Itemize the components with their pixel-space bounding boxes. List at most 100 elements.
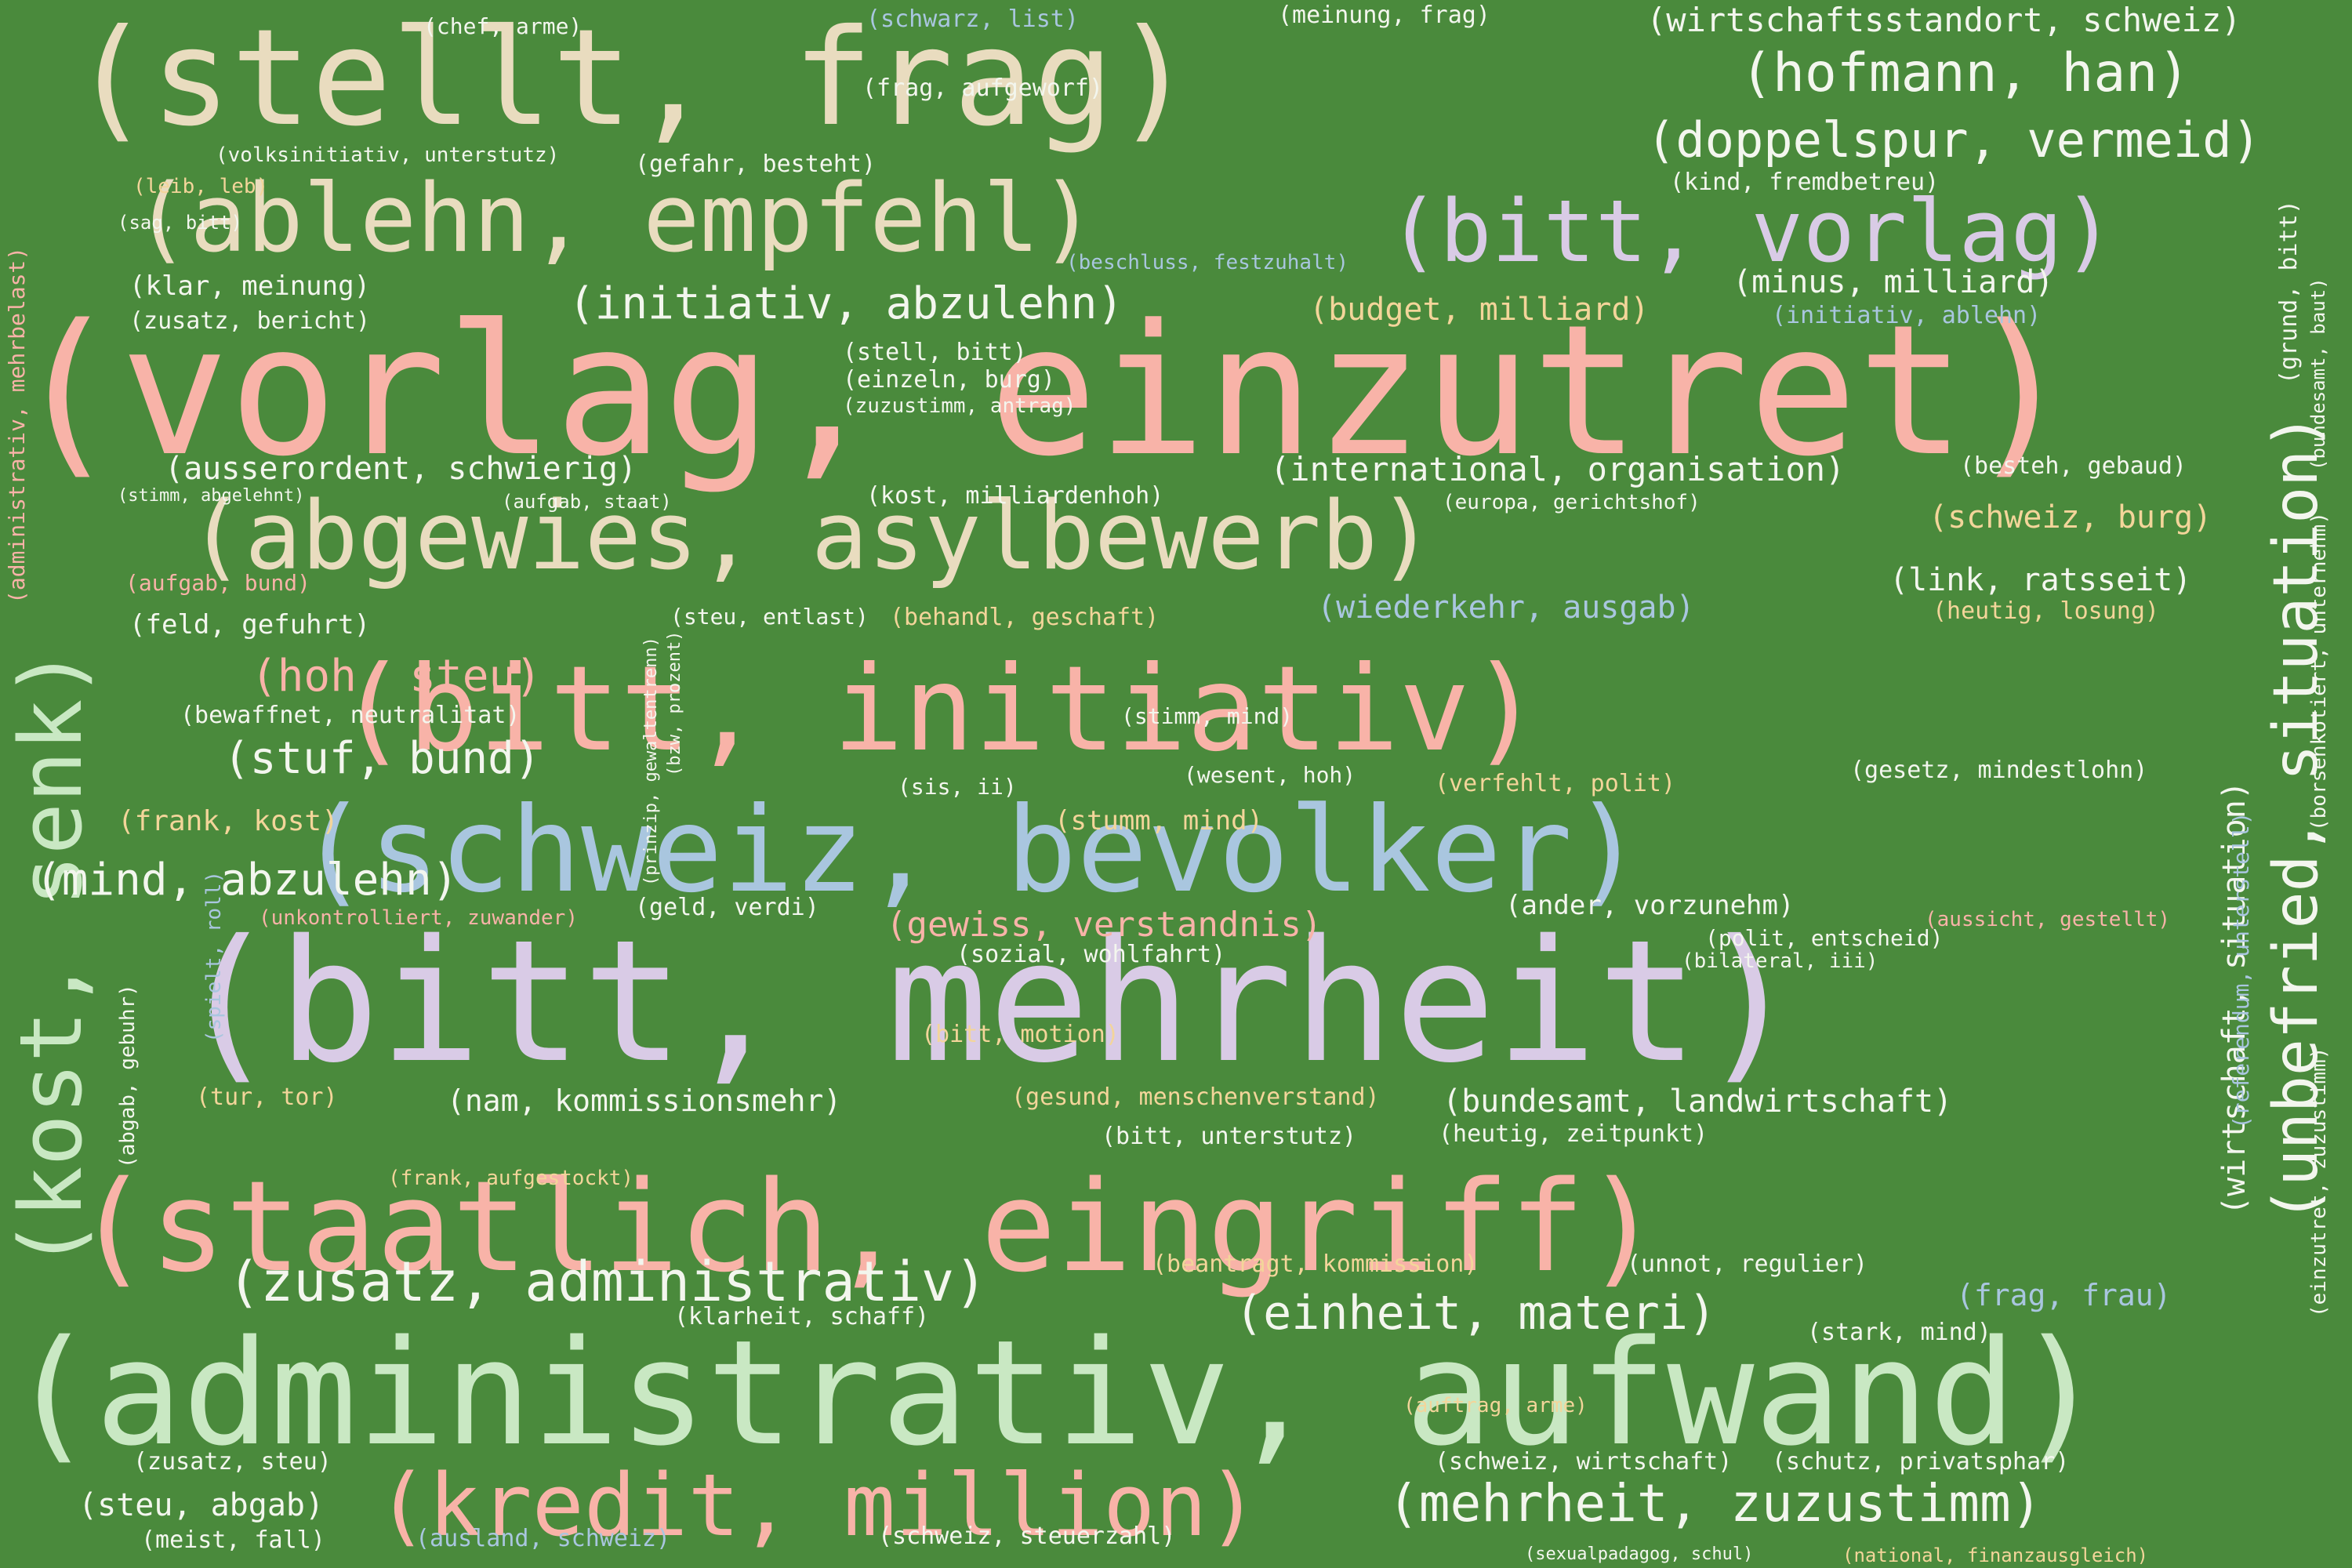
word: (heutig, zeitpunkt) (1439, 1120, 1708, 1148)
word: (beschluss, festzuhalt) (1066, 251, 1349, 274)
word: (international, organisation) (1270, 450, 1846, 488)
word: (sexualpadagog, schul) (1525, 1544, 1754, 1564)
word: (vorlag, einzutret) (12, 287, 2074, 496)
word: (budget, milliard) (1309, 292, 1650, 328)
word: (staatlich, eingriff) (74, 1153, 1661, 1300)
word: (hoh, steu) (251, 651, 542, 702)
word: (kost, milliardenhoh) (866, 482, 1164, 510)
word: (schweiz, burg) (1929, 499, 2212, 535)
word: (administrativ, mehrbelast) (4, 246, 30, 604)
word: (unkontrolliert, zuwander) (259, 906, 578, 930)
word: (schweiz, steuerzahl) (878, 1523, 1176, 1550)
word: (bewaffnet, neutralitat) (180, 702, 521, 729)
word: (administrativ, aufwand) (8, 1308, 2104, 1478)
word: (spielt, roll) (202, 870, 226, 1043)
word: (auftrag, arme) (1403, 1394, 1588, 1417)
word: (stell, bitt) (843, 339, 1027, 366)
word: (ablehn, empfehl) (133, 165, 1097, 274)
word: (zusatz, steu) (133, 1448, 332, 1475)
word: (initiativ, abzulehn) (568, 278, 1124, 329)
word: (doppelspur, vermeid) (1646, 111, 2261, 169)
word: (tur, tor) (196, 1083, 338, 1111)
word: (national, finanzausgleich) (1842, 1544, 2149, 1566)
word: (bitt, mehrheit) (176, 903, 1801, 1100)
word: (beantragt, kommission) (1152, 1250, 1479, 1278)
word: (besteh, gebaud) (1960, 452, 2187, 480)
word: (schweiz, bevolker) (298, 782, 1643, 919)
word: (mehrheit, zuzustimm) (1388, 1473, 2042, 1534)
word: (sis, ii) (898, 774, 1017, 800)
word: (bundesamt, baut) (2307, 278, 2329, 470)
word: (meist, fall) (141, 1526, 325, 1554)
word: (einzeln, burg) (843, 366, 1055, 394)
word: (kredit, million) (376, 1455, 1259, 1555)
word: (stark, mind) (1807, 1319, 1991, 1346)
word: (sozial, wohlfahrt) (956, 941, 1226, 968)
word: (bzw, prozent) (665, 630, 684, 776)
word: (polit, entscheid) (1705, 925, 1944, 951)
word: (minus, milliard) (1733, 264, 2054, 300)
word: (meinung, frag) (1278, 2, 1490, 29)
word: (aussicht, gestellt) (1925, 908, 2171, 931)
word: (wirtschaftsstandort, schweiz) (1646, 1, 2241, 39)
word: (unnot, regulier) (1627, 1250, 1868, 1278)
word: (sag, bitt) (118, 212, 242, 234)
word: (prinzip, gewaltentrenn) (641, 637, 661, 886)
word: (aufgab, bund) (125, 570, 311, 596)
word: (abgab, gebuhr) (116, 984, 140, 1168)
word: (link, ratsseit) (1889, 562, 2192, 598)
word: (ausserordent, schwierig) (165, 451, 637, 487)
word: (volksinitiativ, unterstutz) (216, 143, 560, 167)
word: (nam, kommissionsmehr) (447, 1083, 842, 1118)
word: (einzutret, zuzustimm) (2307, 1047, 2331, 1317)
word: (behandl, geschaft) (890, 604, 1160, 631)
word: (stumm, mind) (1054, 805, 1264, 837)
word: (europa, gerichtshof) (1443, 491, 1700, 514)
word: (ander, vorzunehm) (1505, 890, 1795, 921)
word: (stuf, bund) (223, 733, 541, 784)
word: (frank, aufgestockt) (388, 1167, 634, 1190)
word: (frag, frau) (1956, 1278, 2172, 1312)
word: (klar, meinung) (129, 270, 371, 302)
word: (borsenkotiert, unternehm) (2307, 512, 2331, 831)
word: (klarheit, schaff) (674, 1303, 930, 1330)
word: (initiativ, ablehn) (1772, 302, 2042, 329)
word: (stimm, abgelehnt) (118, 486, 305, 506)
word: (stellt, frag) (71, 1, 1194, 156)
word: (einheit, materi) (1235, 1286, 1717, 1341)
word: (wiederkehr, ausgab) (1317, 590, 1695, 626)
word: (frank, kost) (118, 805, 339, 837)
word: (ausland, schweiz) (416, 1525, 671, 1552)
word: (gesetz, mindestlohn) (1850, 757, 2148, 784)
word: (kost, senk) (1, 647, 101, 1270)
word: (zusatz, bericht) (129, 307, 371, 335)
word: (kind, fremdbetreu) (1670, 169, 1940, 196)
word: (grund, bitt) (2275, 200, 2303, 384)
word: (aufgab, staat) (502, 491, 672, 513)
word: (hofmann, han) (1740, 42, 2190, 104)
word: (chef, arme) (423, 13, 583, 39)
word: (bitt, motion) (921, 1021, 1120, 1048)
word: (zusatz, administrativ) (227, 1250, 988, 1314)
word: (schwarz, list) (866, 5, 1079, 33)
word: (referendum, unterstell) (2228, 811, 2254, 1129)
word: (bitt, vorlag) (1388, 181, 2115, 281)
word: (verfehlt, polit) (1435, 770, 1676, 797)
word: (bitt, unterstutz) (1102, 1123, 1357, 1150)
word: (feld, gefuhrt) (129, 609, 371, 641)
word: (gefahr, besteht) (635, 151, 877, 178)
word: (zuzustimm, antrag) (843, 394, 1076, 418)
word: (abgewies, asylbewerb) (188, 482, 1435, 591)
word: (bitt, initiativ) (337, 641, 1541, 778)
word: (leib, leb) (133, 175, 269, 198)
word: (mind, abzulehn) (35, 855, 459, 906)
word: (wesent, hoh) (1184, 762, 1356, 788)
word: (steu, entlast) (670, 604, 869, 630)
word: (steu, abgab) (78, 1487, 325, 1523)
word: (gewiss, verstandnis) (886, 905, 1323, 945)
word: (schutz, privatsphar) (1772, 1448, 2070, 1475)
word: (schweiz, wirtschaft) (1435, 1448, 1733, 1475)
word: (bundesamt, landwirtschaft) (1443, 1083, 1953, 1120)
word: (geld, verdi) (635, 894, 819, 921)
